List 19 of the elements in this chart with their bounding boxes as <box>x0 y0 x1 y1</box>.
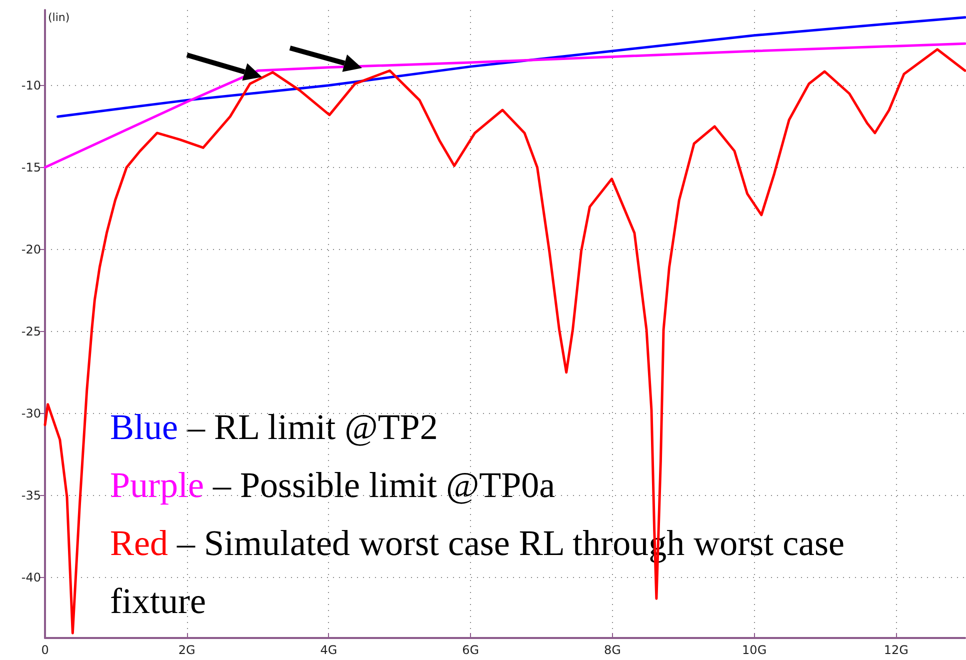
y-axis-title: (lin) <box>48 11 70 24</box>
x-tick-label: 8G <box>604 643 621 657</box>
x-tick-label: 10G <box>742 643 767 657</box>
y-tick-label: -25 <box>21 324 41 338</box>
y-tick-label: -35 <box>21 488 41 502</box>
x-tick-label: 6G <box>462 643 480 657</box>
y-tick-label: -30 <box>21 406 41 420</box>
y-tick-label: -20 <box>21 242 41 256</box>
annotation: Blue – RL limit @TP2 <box>110 407 438 447</box>
x-tick-label: 0 <box>41 643 49 657</box>
y-tick-label: -15 <box>21 160 41 174</box>
x-tick-label: 4G <box>320 643 338 657</box>
x-tick-label: 2G <box>178 643 196 657</box>
line-series <box>44 48 966 634</box>
x-tick-label: 12G <box>884 643 908 657</box>
line-series <box>44 42 966 169</box>
y-tick-label: -40 <box>21 570 41 584</box>
y-tick-label: -10 <box>21 78 41 92</box>
annotation: Purple – Possible limit @TP0a <box>110 465 556 505</box>
